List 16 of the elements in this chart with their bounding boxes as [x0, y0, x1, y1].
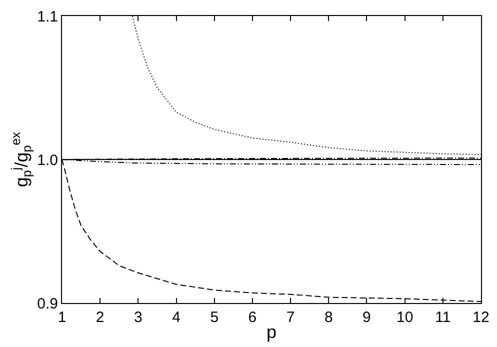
x-tick-label: 9: [362, 309, 371, 326]
x-tick-label: 5: [210, 309, 219, 326]
y-tick-label: 0.9: [37, 295, 58, 312]
x-tick-label: 7: [286, 309, 295, 326]
y-tick-label: 1.1: [37, 8, 58, 26]
x-tick-label: 8: [324, 309, 333, 326]
x-tick-label: 11: [435, 309, 451, 326]
x-tick-label: 4: [172, 309, 180, 326]
x-tick-label: 10: [396, 309, 414, 326]
x-tick-label: 3: [134, 309, 142, 326]
y-tick-label: 1.0: [37, 152, 58, 169]
x-tick-label: 1: [58, 309, 66, 326]
x-axis-title: p: [266, 322, 277, 342]
x-tick-label: 6: [248, 309, 257, 326]
x-tick-label: 12: [472, 309, 490, 326]
x-tick-label: 2: [96, 309, 104, 326]
